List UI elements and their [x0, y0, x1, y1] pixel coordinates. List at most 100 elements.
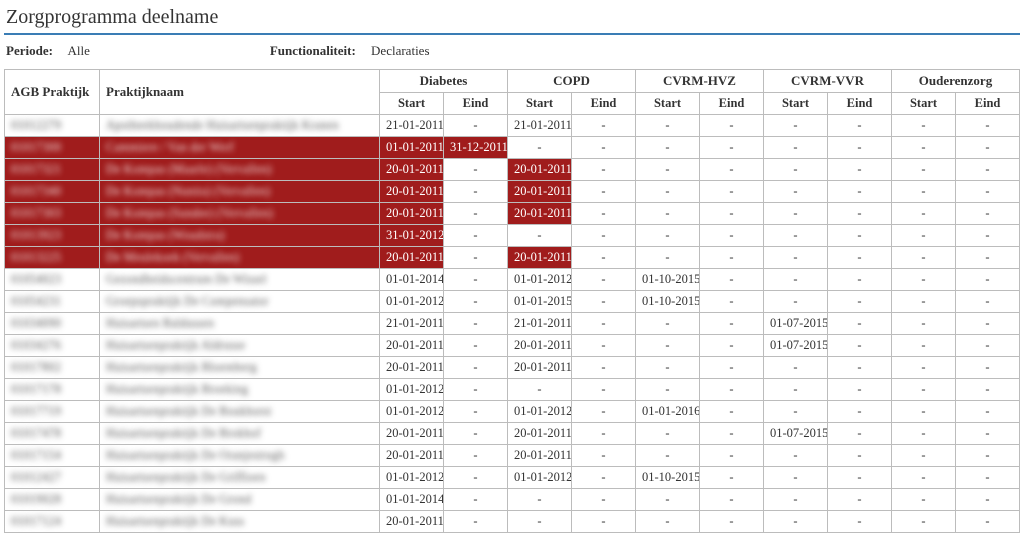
col-group-cvrm-hvz[interactable]: CVRM-HVZ — [636, 70, 764, 93]
col-sub-start[interactable]: Start — [380, 93, 444, 115]
cell-praktijknaam[interactable]: Apotheekhoudende Huisartsenpraktijk Kran… — [100, 115, 380, 137]
cell-start: - — [892, 225, 956, 247]
col-sub-eind[interactable]: Eind — [828, 93, 892, 115]
cell-agb[interactable]: 01034090 — [5, 313, 100, 335]
table-row: 01054023Gezondheidscentrum De Wissel01-0… — [5, 269, 1020, 291]
table-row: 01017154Huisartsenpraktijk De Oranjestru… — [5, 445, 1020, 467]
cell-praktijknaam[interactable]: Gezondheidscentrum De Wissel — [100, 269, 380, 291]
col-sub-eind[interactable]: Eind — [956, 93, 1020, 115]
cell-praktijknaam[interactable]: De Meulekoek (Vervallen) — [100, 247, 380, 269]
cell-start: - — [892, 357, 956, 379]
cell-eind: - — [956, 247, 1020, 269]
cell-start: - — [764, 115, 828, 137]
col-group-diabetes[interactable]: Diabetes — [380, 70, 508, 93]
cell-agb[interactable]: 01017300 — [5, 137, 100, 159]
cell-praktijknaam[interactable]: Huisartsenpraktijk Bloemberg — [100, 357, 380, 379]
cell-start: - — [892, 181, 956, 203]
col-header-pnaam[interactable]: Praktijknaam — [100, 70, 380, 115]
cell-start: - — [764, 291, 828, 313]
cell-agb[interactable]: 01017303 — [5, 203, 100, 225]
cell-praktijknaam[interactable]: Groepspraktijk De Compensator — [100, 291, 380, 313]
cell-eind: - — [828, 401, 892, 423]
cell-eind: - — [828, 225, 892, 247]
col-sub-start[interactable]: Start — [508, 93, 572, 115]
cell-eind: - — [444, 291, 508, 313]
cell-eind: - — [444, 401, 508, 423]
cell-agb[interactable]: 01017124 — [5, 511, 100, 533]
cell-agb[interactable]: 01054231 — [5, 291, 100, 313]
cell-praktijknaam[interactable]: De Kompas (Woudstra) — [100, 225, 380, 247]
cell-eind: - — [956, 225, 1020, 247]
cell-eind: - — [700, 313, 764, 335]
cell-start: 20-01-2011 — [380, 159, 444, 181]
cell-praktijknaam[interactable]: Huisartsenpraktijk De Grond — [100, 489, 380, 511]
cell-start: - — [636, 335, 700, 357]
cell-praktijknaam[interactable]: De Kompas (Maarle) (Vervallen) — [100, 159, 380, 181]
cell-start: 01-07-2015 — [764, 335, 828, 357]
cell-eind: - — [700, 489, 764, 511]
cell-praktijknaam[interactable]: Huisartsenpraktijk De Kuss — [100, 511, 380, 533]
cell-praktijknaam[interactable]: Cammiere / Van der Werf — [100, 137, 380, 159]
cell-agb[interactable]: 01017719 — [5, 401, 100, 423]
cell-praktijknaam[interactable]: Huisartsenpraktijk De Boukhorst — [100, 401, 380, 423]
cell-praktijknaam[interactable]: Huisartsenpraktijk De Oranjestrugh — [100, 445, 380, 467]
cell-eind: - — [572, 511, 636, 533]
cell-eind: - — [444, 511, 508, 533]
cell-eind: - — [828, 379, 892, 401]
cell-praktijknaam[interactable]: Huisartsenpraktijk Aldrusse — [100, 335, 380, 357]
col-sub-start[interactable]: Start — [636, 93, 700, 115]
cell-start: 21-01-2011 — [380, 313, 444, 335]
cell-eind: - — [700, 379, 764, 401]
cell-agb[interactable]: 01034276 — [5, 335, 100, 357]
cell-praktijknaam[interactable]: Huisartsenpraktijk De Griffioen — [100, 467, 380, 489]
cell-agb[interactable]: 01012427 — [5, 467, 100, 489]
col-group-ouderenzorg[interactable]: Ouderenzorg — [892, 70, 1020, 93]
table-row: 01017303De Kompas (Sundee) (Vervallen)20… — [5, 203, 1020, 225]
cell-eind: - — [700, 159, 764, 181]
cell-praktijknaam[interactable]: De Kompas (Nunita) (Vervallen) — [100, 181, 380, 203]
cell-agb[interactable]: 01017154 — [5, 445, 100, 467]
cell-eind: - — [700, 115, 764, 137]
col-sub-eind[interactable]: Eind — [700, 93, 764, 115]
cell-agb[interactable]: 01013923 — [5, 225, 100, 247]
cell-agb[interactable]: 01017802 — [5, 357, 100, 379]
cell-praktijknaam[interactable]: Huisartsenpraktijk Broeking — [100, 379, 380, 401]
cell-agb[interactable]: 01019028 — [5, 489, 100, 511]
col-group-cvrm-vvr[interactable]: CVRM-VVR — [764, 70, 892, 93]
cell-praktijknaam[interactable]: De Kompas (Sundee) (Vervallen) — [100, 203, 380, 225]
periode-value[interactable]: Alle — [67, 43, 89, 58]
functionaliteit-value[interactable]: Declaraties — [371, 43, 429, 58]
cell-start: - — [636, 313, 700, 335]
cell-start: - — [636, 489, 700, 511]
cell-praktijknaam[interactable]: Huisartsenpraktijk De Brokhof — [100, 423, 380, 445]
cell-agb[interactable]: 01017321 — [5, 159, 100, 181]
col-header-agb[interactable]: AGB Praktijk — [5, 70, 100, 115]
cell-start: 01-10-2015 — [636, 269, 700, 291]
cell-eind: - — [700, 445, 764, 467]
col-sub-eind[interactable]: Eind — [444, 93, 508, 115]
cell-start: 20-01-2011 — [508, 423, 572, 445]
cell-start: 01-01-2016 — [636, 401, 700, 423]
page-title: Zorgprogramma deelname — [4, 4, 1020, 35]
cell-start: - — [892, 247, 956, 269]
cell-eind: - — [700, 401, 764, 423]
cell-eind: - — [572, 445, 636, 467]
cell-praktijknaam[interactable]: Huisartsen Baldussen — [100, 313, 380, 335]
cell-agb[interactable]: 01013225 — [5, 247, 100, 269]
cell-eind: - — [572, 115, 636, 137]
col-sub-start[interactable]: Start — [892, 93, 956, 115]
cell-agb[interactable]: 01017340 — [5, 181, 100, 203]
cell-agb[interactable]: 01017478 — [5, 423, 100, 445]
cell-agb[interactable]: 01012279 — [5, 115, 100, 137]
col-sub-eind[interactable]: Eind — [572, 93, 636, 115]
cell-start: - — [508, 379, 572, 401]
col-sub-start[interactable]: Start — [764, 93, 828, 115]
cell-start: - — [636, 511, 700, 533]
functionaliteit-label: Functionaliteit: — [270, 43, 356, 58]
cell-eind: - — [956, 445, 1020, 467]
cell-eind: - — [956, 159, 1020, 181]
col-group-copd[interactable]: COPD — [508, 70, 636, 93]
cell-agb[interactable]: 01054023 — [5, 269, 100, 291]
cell-agb[interactable]: 01017178 — [5, 379, 100, 401]
cell-start: - — [892, 291, 956, 313]
